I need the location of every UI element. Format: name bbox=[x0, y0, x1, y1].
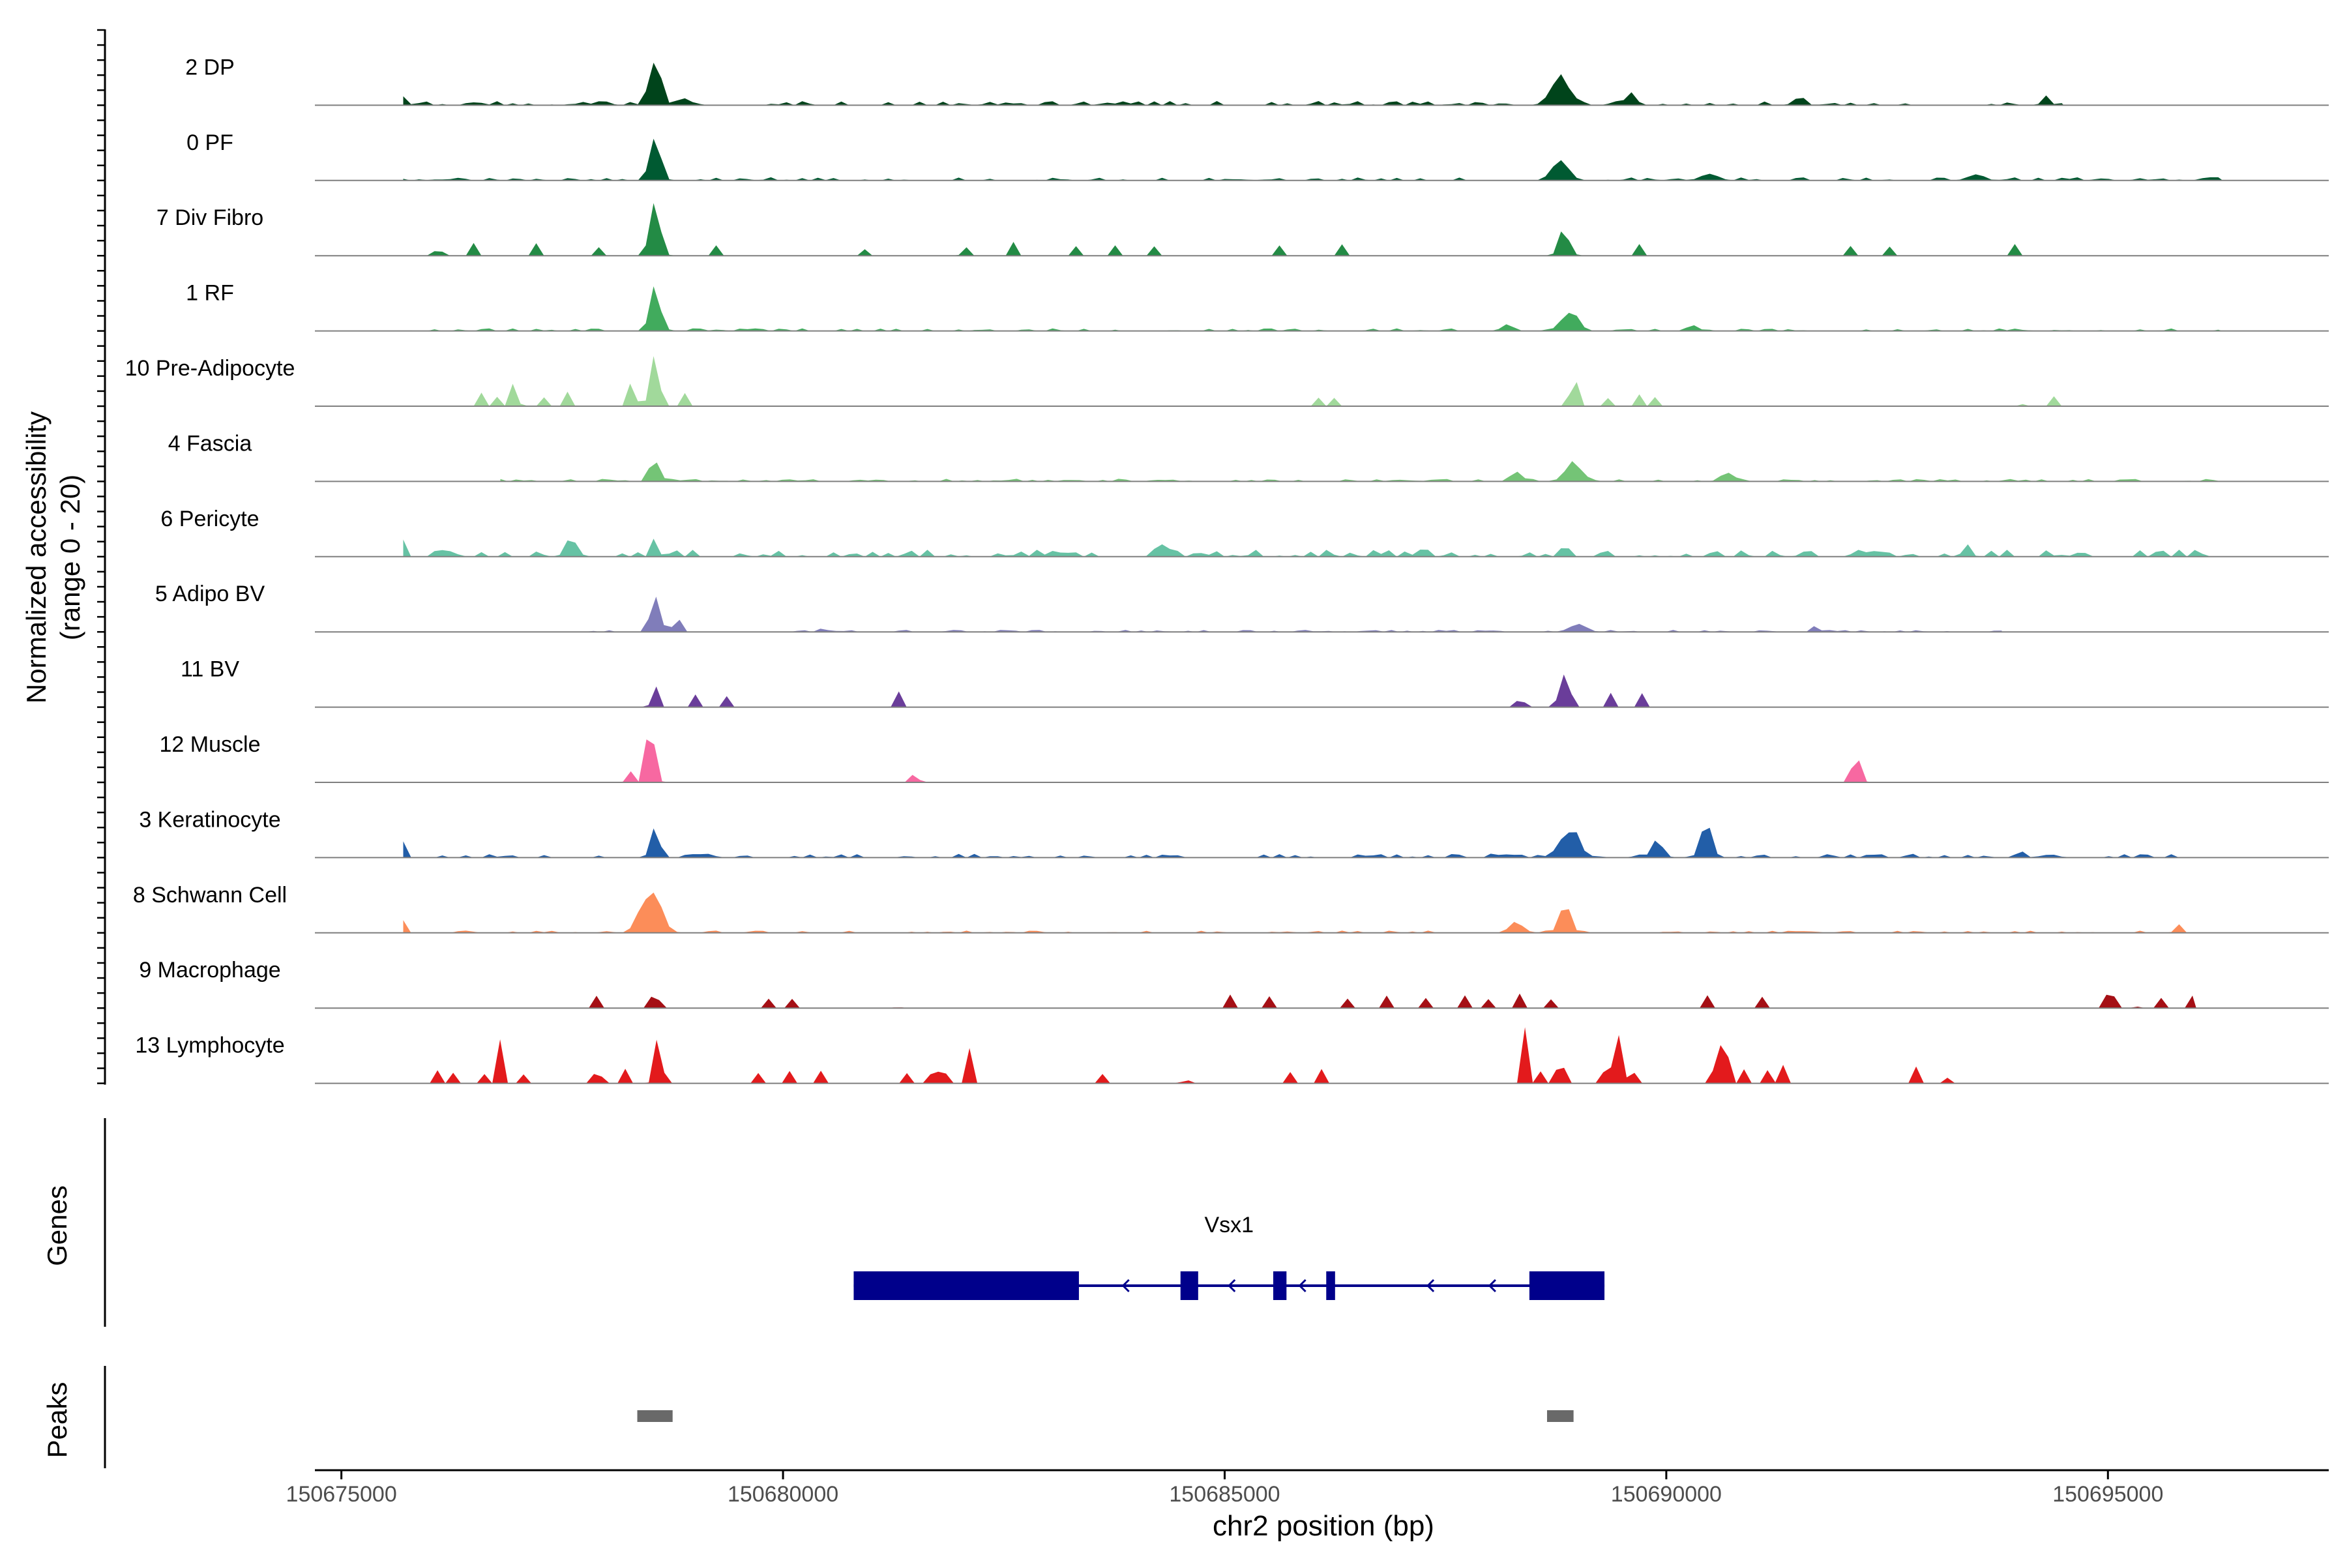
strand-arrow bbox=[1298, 1279, 1306, 1293]
y-axis-label-range: (range 0 - 20) bbox=[55, 475, 85, 640]
gene-exon bbox=[853, 1271, 1079, 1300]
gene-exon bbox=[1273, 1271, 1287, 1300]
x-axis-label: chr2 position (bp) bbox=[1213, 1510, 1434, 1542]
track-10-pre-adipocyte: 10 Pre-Adipocyte bbox=[125, 356, 2329, 407]
x-tick-label: 150695000 bbox=[2052, 1482, 2163, 1507]
coverage-area bbox=[615, 739, 1897, 782]
coverage-area bbox=[632, 674, 1666, 707]
strand-arrow bbox=[1488, 1279, 1496, 1293]
track-label: 3 Keratinocyte bbox=[139, 807, 280, 832]
gene-name: Vsx1 bbox=[1204, 1213, 1254, 1237]
strand-arrow bbox=[1426, 1279, 1435, 1293]
peaks-panel bbox=[104, 1366, 1574, 1468]
track-label: 11 BV bbox=[181, 657, 239, 682]
track-4-fascia: 4 Fascia bbox=[168, 431, 2329, 482]
x-axis: 150675000 150680000 150685000 150690000 1506… bbox=[286, 1469, 2329, 1507]
coverage-area bbox=[500, 461, 2223, 482]
coverage-area bbox=[403, 203, 2064, 256]
track-label: 0 PF bbox=[186, 130, 233, 155]
track-label: 12 Muscle bbox=[160, 732, 261, 757]
track-11-bv: 11 BV bbox=[181, 657, 2329, 708]
track-1-rf: 1 RF bbox=[186, 281, 2329, 332]
accessibility-axis bbox=[97, 29, 106, 1085]
track-2-dp: 2 DP bbox=[185, 55, 2329, 106]
gene-exon bbox=[1180, 1271, 1198, 1300]
track-label: 10 Pre-Adipocyte bbox=[125, 356, 295, 381]
gene-exon bbox=[1326, 1271, 1335, 1300]
strand-arrow bbox=[1228, 1279, 1236, 1293]
x-tick-label: 150685000 bbox=[1169, 1482, 1280, 1507]
track-label: 13 Lymphocyte bbox=[135, 1033, 284, 1058]
track-5-adipo-bv: 5 Adipo BV bbox=[155, 582, 2329, 633]
gene-exon bbox=[1529, 1271, 1605, 1300]
coverage-area bbox=[403, 286, 2223, 331]
track-label: 5 Adipo BV bbox=[155, 582, 265, 606]
strand-arrow bbox=[1121, 1279, 1130, 1293]
track-6-pericyte: 6 Pericyte bbox=[160, 507, 2329, 557]
y-axis-label: Normalized accessibility bbox=[21, 411, 52, 703]
coverage-tracks: 2 DP 0 PF 7 Div Fibro 1 RF 10 Pre-Adipocyte 4… bbox=[125, 55, 2329, 1084]
track-3-keratinocyte: 3 Keratinocyte bbox=[139, 807, 2329, 859]
coverage-area bbox=[403, 356, 2152, 406]
coverage-area bbox=[589, 993, 2196, 1009]
track-9-macrophage: 9 Macrophage bbox=[139, 958, 2329, 1009]
track-label: 2 DP bbox=[185, 55, 235, 80]
coverage-area bbox=[562, 597, 2002, 632]
genes-panel-label: Genes bbox=[42, 1185, 72, 1266]
track-0-pf: 0 PF bbox=[186, 130, 2329, 181]
peak-region bbox=[1546, 1410, 1574, 1422]
genes-panel: Vsx1 bbox=[104, 1118, 1605, 1327]
track-8-schwann-cell: 8 Schwann Cell bbox=[133, 883, 2329, 934]
track-label: 8 Schwann Cell bbox=[133, 883, 287, 908]
track-label: 1 RF bbox=[186, 281, 234, 306]
peaks-panel-label: Peaks bbox=[42, 1382, 72, 1458]
track-label: 7 Div Fibro bbox=[156, 205, 263, 230]
coverage-area bbox=[403, 138, 2223, 181]
track-label: 6 Pericyte bbox=[160, 507, 259, 531]
coverage-area bbox=[403, 893, 2206, 933]
x-tick-label: 150680000 bbox=[728, 1482, 838, 1507]
x-tick-label: 150675000 bbox=[286, 1482, 397, 1507]
coverage-area bbox=[430, 1027, 1958, 1084]
x-tick-label: 150690000 bbox=[1611, 1482, 1722, 1507]
track-12-muscle: 12 Muscle bbox=[160, 732, 2329, 783]
track-13-lymphocyte: 13 Lymphocyte bbox=[135, 1027, 2329, 1084]
track-label: 4 Fascia bbox=[168, 431, 252, 456]
coverage-area bbox=[403, 539, 2223, 557]
coverage-area bbox=[403, 827, 2223, 858]
track-7-div-fibro: 7 Div Fibro bbox=[156, 203, 2329, 257]
coverage-area bbox=[403, 63, 2064, 106]
peak-region bbox=[637, 1410, 673, 1422]
track-label: 9 Macrophage bbox=[139, 958, 280, 983]
